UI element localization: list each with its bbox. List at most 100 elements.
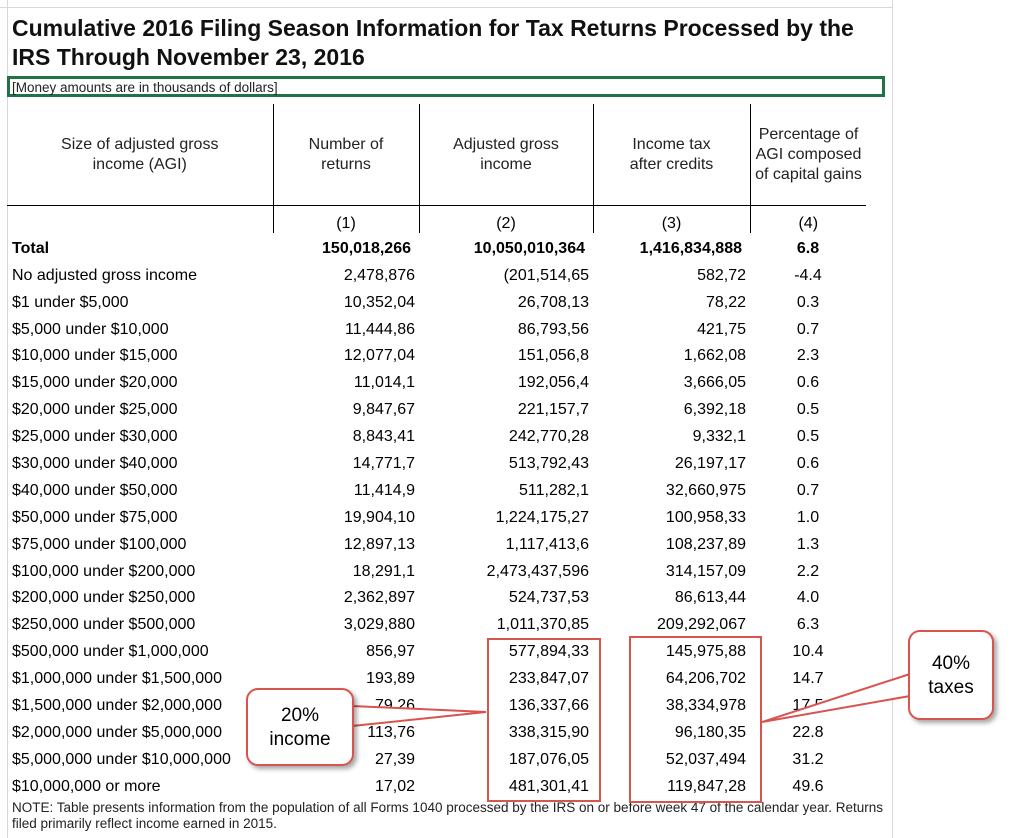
cell-agi: $15,000 under $20,000 xyxy=(12,374,178,392)
cell-pct: 1.0 xyxy=(796,508,820,526)
cell-returns: 3,029,880 xyxy=(273,609,419,636)
table-row: $500,000 under $1,000,000 856,97 577,894,3… xyxy=(7,636,866,663)
cell-tax: 314,157,09 xyxy=(593,556,750,583)
table-row: $250,000 under $500,000 3,029,880 1,011,37… xyxy=(7,609,866,636)
cell-income: (201,514,65 xyxy=(419,260,593,287)
cell-income: 233,847,07 xyxy=(419,663,593,690)
cell-agi: $200,000 under $250,000 xyxy=(12,589,196,607)
cell-pct: 0.5 xyxy=(796,428,820,446)
cell-returns: 17,02 xyxy=(273,771,419,798)
taxes-callout-pointer xyxy=(761,672,911,723)
cell-income-text: 242,770,28 xyxy=(508,428,589,446)
cell-agi: $30,000 under $40,000 xyxy=(12,455,178,473)
cell-returns: 856,97 xyxy=(273,636,419,663)
selected-cell[interactable] xyxy=(7,76,885,97)
colnum: (3) xyxy=(592,205,750,233)
cell-tax-text: 582,72 xyxy=(697,266,746,284)
cell-pct: -4.4 xyxy=(794,266,822,284)
cell-income-text: (201,514,65 xyxy=(503,266,589,284)
cell-agi: $10,000,000 or more xyxy=(12,777,161,795)
cell-returns: 11,014,1 xyxy=(273,367,419,394)
cell-income: 151,056,8 xyxy=(419,341,593,368)
cell-pct: 6.3 xyxy=(796,616,820,634)
cell-returns: 9,847,67 xyxy=(273,394,419,421)
cell-agi: $1,000,000 under $1,500,000 xyxy=(12,670,222,688)
cell-agi: $20,000 under $25,000 xyxy=(12,401,178,419)
cell-returns-text: 12,897,13 xyxy=(343,535,415,553)
cell-returns-text: 193,89 xyxy=(366,670,415,688)
cell-tax: 100,958,33 xyxy=(593,502,750,529)
cell-income: 1,224,175,27 xyxy=(419,502,593,529)
cell-tax-text: 6,392,18 xyxy=(683,401,746,419)
cell-tax: 96,180,35 xyxy=(593,717,750,744)
cell-tax-text: 64,206,702 xyxy=(665,670,746,688)
header-agi: Size of adjusted gross income (AGI) xyxy=(7,104,273,206)
cell-agi: $40,000 under $50,000 xyxy=(12,481,178,499)
cell-income-text: 513,792,43 xyxy=(508,455,589,473)
cell-income-text: 10,050,010,364 xyxy=(473,239,585,257)
colnum: (1) xyxy=(272,205,419,233)
income-callout-label: income xyxy=(269,729,331,750)
cell-income: 192,056,4 xyxy=(419,367,593,394)
cell-income-text: 2,473,437,596 xyxy=(486,562,589,580)
cell-returns: 14,771,7 xyxy=(273,448,419,475)
cell-pct: 14.7 xyxy=(792,670,824,688)
cell-pct: 49.6 xyxy=(792,777,824,795)
cell-tax: 26,197,17 xyxy=(593,448,750,475)
cell-income-text: 221,157,7 xyxy=(517,401,589,419)
cell-income: 1,011,370,85 xyxy=(419,609,593,636)
cell-tax-text: 96,180,35 xyxy=(674,723,746,741)
cell-returns: 193,89 xyxy=(273,663,419,690)
cell-agi: $10,000 under $15,000 xyxy=(12,347,178,365)
cell-returns-text: 11,444,86 xyxy=(345,320,415,338)
table-row: $5,000,000 under $10,000,000 27,39 187,076… xyxy=(7,744,866,771)
cell-returns: 2,478,876 xyxy=(273,260,419,287)
table-row: Total 150,018,266 10,050,010,364 1,416,834,… xyxy=(7,233,866,260)
cell-income-text: 86,793,56 xyxy=(517,320,589,338)
cell-returns: 11,444,86 xyxy=(273,314,419,341)
data-table: Size of adjusted gross income (AGI) Numb… xyxy=(7,104,866,798)
cell-tax-text: 119,847,28 xyxy=(667,777,746,795)
cell-income-text: 233,847,07 xyxy=(508,670,589,688)
table-row: $40,000 under $50,000 11,414,9 511,282,1 32… xyxy=(7,475,866,502)
cell-agi: $1,500,000 under $2,000,000 xyxy=(12,697,222,715)
cell-agi: $5,000 under $10,000 xyxy=(12,320,169,338)
income-callout-pointer xyxy=(351,704,487,728)
cell-income: 511,282,1 xyxy=(419,475,593,502)
cell-pct: 2.3 xyxy=(796,347,820,365)
cell-tax-text: 209,292,067 xyxy=(657,616,746,634)
cell-income: 136,337,66 xyxy=(419,690,593,717)
cell-pct: 1.3 xyxy=(796,535,820,553)
table-note: NOTE: Table presents information from th… xyxy=(12,800,883,831)
cell-returns: 27,39 xyxy=(273,744,419,771)
tax-highlight-box xyxy=(629,636,762,803)
cell-tax: 52,037,494 xyxy=(593,744,750,771)
table-row: $5,000 under $10,000 11,444,86 86,793,56 42… xyxy=(7,314,866,341)
cell-returns: 150,018,266 xyxy=(273,233,419,260)
cell-income-text: 192,056,4 xyxy=(517,374,589,392)
table-row: $50,000 under $75,000 19,904,10 1,224,175,… xyxy=(7,502,866,529)
cell-income-text: 511,282,1 xyxy=(519,481,589,499)
cell-income-text: 1,117,413,6 xyxy=(505,535,589,553)
cell-tax-text: 32,660,975 xyxy=(665,481,746,499)
table-row: $30,000 under $40,000 14,771,7 513,792,43 2… xyxy=(7,448,866,475)
cell-income: 86,793,56 xyxy=(419,314,593,341)
cell-returns-text: 11,014,1 xyxy=(353,374,415,392)
cell-tax-text: 86,613,44 xyxy=(674,589,746,607)
cell-tax-text: 78,22 xyxy=(705,293,746,311)
cell-tax-text: 421,75 xyxy=(697,320,746,338)
subtitle: [Money amounts are in thousands of dolla… xyxy=(12,80,278,95)
table-row: No adjusted gross income 2,478,876 (201,51… xyxy=(7,260,866,287)
cell-income: 242,770,28 xyxy=(419,421,593,448)
cell-income: 187,076,05 xyxy=(419,744,593,771)
cell-agi: $25,000 under $30,000 xyxy=(12,428,178,446)
cell-returns: 2,362,897 xyxy=(273,583,419,610)
gridline xyxy=(7,0,8,838)
cell-tax-text: 1,416,834,888 xyxy=(639,239,742,257)
table-row: $200,000 under $250,000 2,362,897 524,737,… xyxy=(7,583,866,610)
table-row: $2,000,000 under $5,000,000 113,76 338,315… xyxy=(7,717,866,744)
cell-tax-text: 3,666,05 xyxy=(683,374,746,392)
cell-returns: 12,897,13 xyxy=(273,529,419,556)
cell-tax: 86,613,44 xyxy=(593,583,750,610)
cell-income: 26,708,13 xyxy=(419,287,593,314)
